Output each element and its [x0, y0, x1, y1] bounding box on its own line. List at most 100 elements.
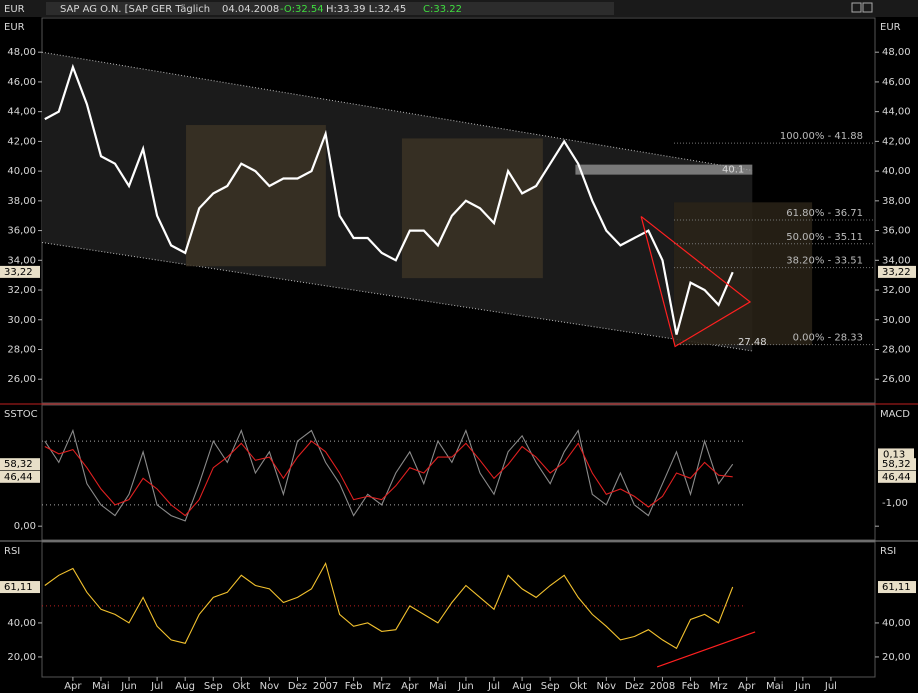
currency: EUR — [4, 4, 25, 15]
x-tick-label: Mrz — [373, 681, 391, 692]
value-tag-label: 61,11 — [4, 582, 33, 593]
value-tag — [0, 458, 40, 471]
x-tick-label: Apr — [64, 681, 82, 692]
x-tick-label: Jul — [824, 681, 837, 692]
value-tag — [878, 581, 916, 594]
series-line — [44, 561, 734, 650]
x-tick-label: Apr — [738, 681, 756, 692]
x-tick-label: Jul — [150, 681, 163, 692]
value-tag — [878, 448, 914, 461]
x-tick-label: Aug — [512, 681, 532, 692]
y-tick-label: 34,00 — [882, 255, 911, 266]
y-tick-label: 28,00 — [7, 344, 36, 355]
note: 27.48 — [738, 337, 767, 348]
x-tick-label: 2008 — [650, 681, 675, 692]
y-tick-label: 30,00 — [7, 315, 36, 326]
panel-label: MACD — [880, 409, 910, 420]
value-tag-label: 58,32 — [882, 459, 911, 470]
x-tick-label: Jun — [794, 681, 811, 692]
open: -O:32.54 — [280, 4, 324, 15]
fib-label: 61.80% - 36.71 — [786, 208, 863, 219]
level-bar — [575, 164, 753, 175]
value-tag — [0, 265, 40, 278]
y-tick-label: 40,00 — [7, 618, 36, 629]
series-line — [44, 428, 734, 522]
fib-label: 100.00% - 41.88 — [780, 131, 863, 142]
channel-line — [41, 51, 753, 171]
value-tag-label: 61,11 — [882, 582, 911, 593]
y-tick-label: 48,00 — [882, 47, 911, 58]
x-tick-label: Okt — [233, 681, 251, 692]
value-tag — [878, 470, 916, 483]
y-tick-label: 32,00 — [7, 285, 36, 296]
panel-label: RSI — [4, 546, 20, 557]
date: 04.04.2008 — [222, 4, 279, 15]
x-tick-label: Mai — [429, 681, 447, 692]
y-tick-label: 34,00 — [7, 255, 36, 266]
x-tick-label: Dez — [625, 681, 644, 692]
close: C:33.22 — [423, 4, 462, 15]
y-tick-label: 40,00 — [882, 166, 911, 177]
value-tag-label: 46,44 — [882, 472, 911, 483]
value-tag-label: 58,32 — [4, 459, 33, 470]
y-tick-label: 42,00 — [7, 136, 36, 147]
x-tick-label: Feb — [345, 681, 363, 692]
series-line — [44, 63, 734, 335]
zone-box — [673, 202, 813, 346]
window-button[interactable] — [862, 2, 873, 13]
window-button[interactable] — [851, 2, 862, 13]
y-tick-label: 40,00 — [7, 166, 36, 177]
y-tick-label: 44,00 — [7, 107, 36, 118]
x-tick-label: Feb — [682, 681, 700, 692]
y-tick-label: 42,00 — [882, 136, 911, 147]
fib-label: 38.20% - 33.51 — [786, 256, 863, 267]
x-tick-label: Dez — [288, 681, 307, 692]
x-tick-label: Sep — [204, 681, 223, 692]
y-tick-label: 32,00 — [882, 285, 911, 296]
y-tick-label: 20,00 — [882, 652, 911, 663]
x-tick-label: Apr — [401, 681, 419, 692]
title: SAP AG O.N. [SAP GER Täglich — [60, 4, 210, 15]
y-tick-label: 28,00 — [882, 344, 911, 355]
x-tick-label: Nov — [597, 681, 617, 692]
high-low: H:33.39 L:32.45 — [326, 4, 406, 15]
y-tick-label: 38,00 — [882, 196, 911, 207]
zone-box — [401, 138, 543, 279]
panel-label: RSI — [880, 546, 896, 557]
value-tag-label: 46,44 — [4, 472, 33, 483]
x-tick-label: Aug — [175, 681, 195, 692]
y-tick-label: 38,00 — [7, 196, 36, 207]
value-tag — [878, 458, 916, 471]
x-tick-label: Nov — [260, 681, 280, 692]
value-tag-label: 33,22 — [4, 267, 33, 278]
x-tick-label: Sep — [541, 681, 560, 692]
x-tick-label: Okt — [569, 681, 587, 692]
value-tag-label: 0,13 — [883, 449, 905, 460]
y-tick-label: 26,00 — [882, 374, 911, 385]
y-tick-label: 44,00 — [882, 107, 911, 118]
y-tick-label: 0,00 — [14, 521, 36, 532]
y-tick-label: 48,00 — [7, 47, 36, 58]
panel-label: EUR — [4, 22, 25, 33]
x-tick-label: Jun — [120, 681, 137, 692]
x-tick-label: Jun — [457, 681, 474, 692]
level-label: 40.1 — [722, 165, 744, 176]
y-tick-label: 36,00 — [882, 226, 911, 237]
y-tick-label: 36,00 — [7, 226, 36, 237]
y-tick-label: 46,00 — [7, 77, 36, 88]
x-tick-label: Mai — [766, 681, 784, 692]
zone-box — [186, 125, 326, 267]
value-tag — [878, 265, 916, 278]
title-box — [46, 2, 614, 15]
panel-label: EUR — [880, 22, 901, 33]
value-tag-label: 33,22 — [882, 267, 911, 278]
value-tag — [0, 470, 40, 483]
panel-frame — [41, 404, 876, 541]
trend-line — [656, 631, 756, 668]
fib-label: 0.00% - 28.33 — [793, 333, 863, 344]
x-tick-label: Jul — [487, 681, 500, 692]
trend-line — [640, 215, 752, 348]
value-tag — [0, 581, 40, 594]
